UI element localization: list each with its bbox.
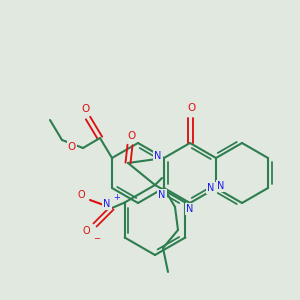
Text: O: O	[82, 104, 90, 114]
Text: O: O	[68, 142, 76, 152]
Text: N: N	[217, 181, 225, 191]
Text: O: O	[187, 103, 195, 113]
Text: O: O	[82, 226, 90, 236]
Text: O: O	[128, 131, 136, 141]
Text: O: O	[77, 190, 85, 200]
Text: −: −	[94, 235, 100, 244]
Text: N: N	[103, 199, 111, 209]
Text: N: N	[158, 190, 166, 200]
Text: N: N	[186, 204, 194, 214]
Text: N: N	[154, 151, 162, 161]
Text: N: N	[207, 183, 215, 193]
Text: +: +	[114, 194, 120, 202]
